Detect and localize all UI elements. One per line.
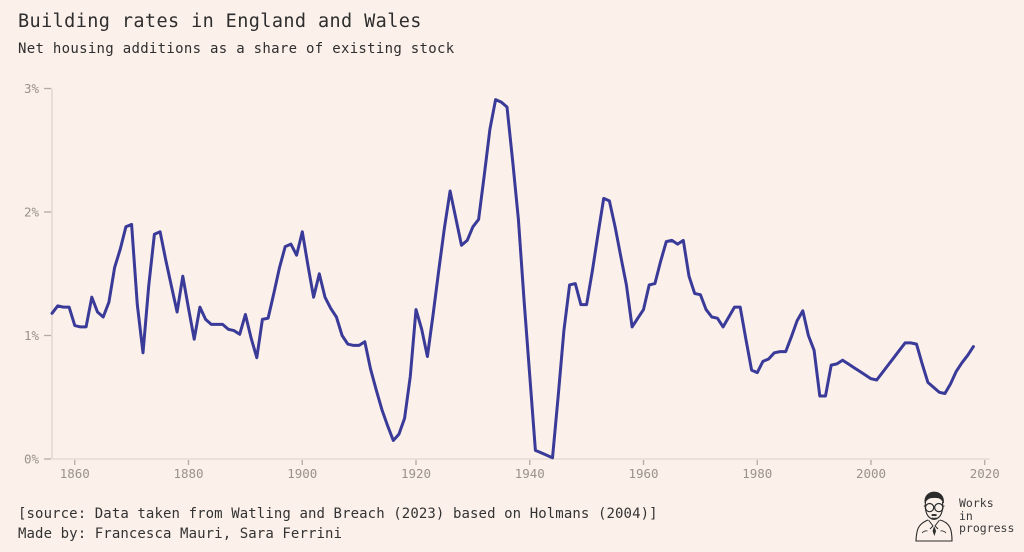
x-tick-label: 2000: [856, 466, 886, 481]
x-tick-label: 1940: [515, 466, 545, 481]
x-tick-label: 1920: [401, 466, 431, 481]
chart-subtitle: Net housing additions as a share of exis…: [18, 41, 455, 57]
works-in-progress-logo: Works in progress: [914, 488, 1016, 544]
works-in-progress-wordmark: Works in progress: [959, 496, 1015, 536]
y-tick-label: 2%: [24, 205, 40, 220]
x-tick-label: 1860: [60, 466, 90, 481]
y-tick-label: 3%: [24, 81, 40, 96]
chart-title: Building rates in England and Wales: [18, 11, 422, 32]
x-tick-label: 1980: [742, 466, 772, 481]
source-note: [source: Data taken from Watling and Bre…: [18, 506, 658, 522]
x-tick-label: 1960: [628, 466, 658, 481]
y-tick-label: 1%: [24, 328, 40, 343]
x-tick-label: 2020: [970, 466, 1000, 481]
data-series-line: [50, 98, 975, 460]
y-tick-label: 0%: [24, 452, 40, 467]
made-by-note: Made by: Francesca Mauri, Sara Ferrini: [18, 526, 343, 542]
portrait-icon: [915, 491, 953, 542]
x-tick-label: 1880: [173, 466, 203, 481]
x-tick-label: 1900: [287, 466, 317, 481]
